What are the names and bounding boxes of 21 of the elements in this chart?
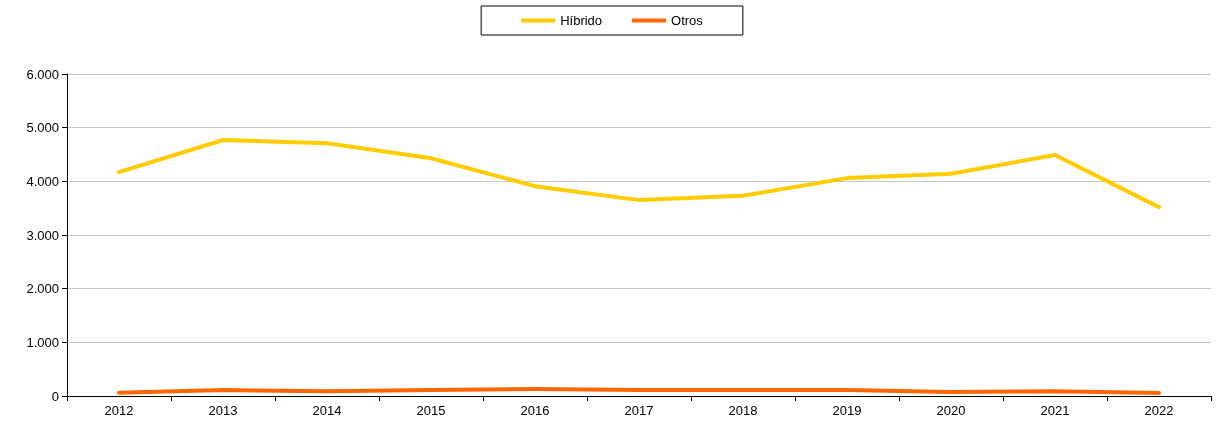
x-tick-label: 2017	[624, 403, 654, 418]
y-tick-label: 1.000	[26, 334, 59, 350]
y-tick-label: 6.000	[26, 66, 59, 82]
x-tick-label: 2018	[728, 403, 758, 418]
x-tick-label: 2014	[312, 403, 342, 418]
legend-label: Híbrido	[560, 13, 603, 28]
x-tick-label: 2021	[1040, 403, 1070, 418]
x-tick-label: 2019	[832, 403, 862, 418]
x-tick-label: 2016	[520, 403, 550, 418]
y-tick-label: 3.000	[26, 227, 59, 243]
legend-label: Otros	[671, 13, 704, 28]
y-tick-label: 2.000	[26, 281, 59, 297]
y-tick-label: 5.000	[26, 120, 59, 136]
y-tick-label: 4.000	[26, 173, 59, 189]
line-series	[117, 138, 1161, 210]
x-tick-label: 2012	[104, 403, 134, 418]
x-tick-label: 2013	[208, 403, 238, 418]
x-tick-label: 2022	[1144, 403, 1174, 418]
y-tick-label: 0	[51, 388, 59, 404]
x-tick-label: 2015	[416, 403, 446, 418]
x-tick-label: 2020	[936, 403, 966, 418]
